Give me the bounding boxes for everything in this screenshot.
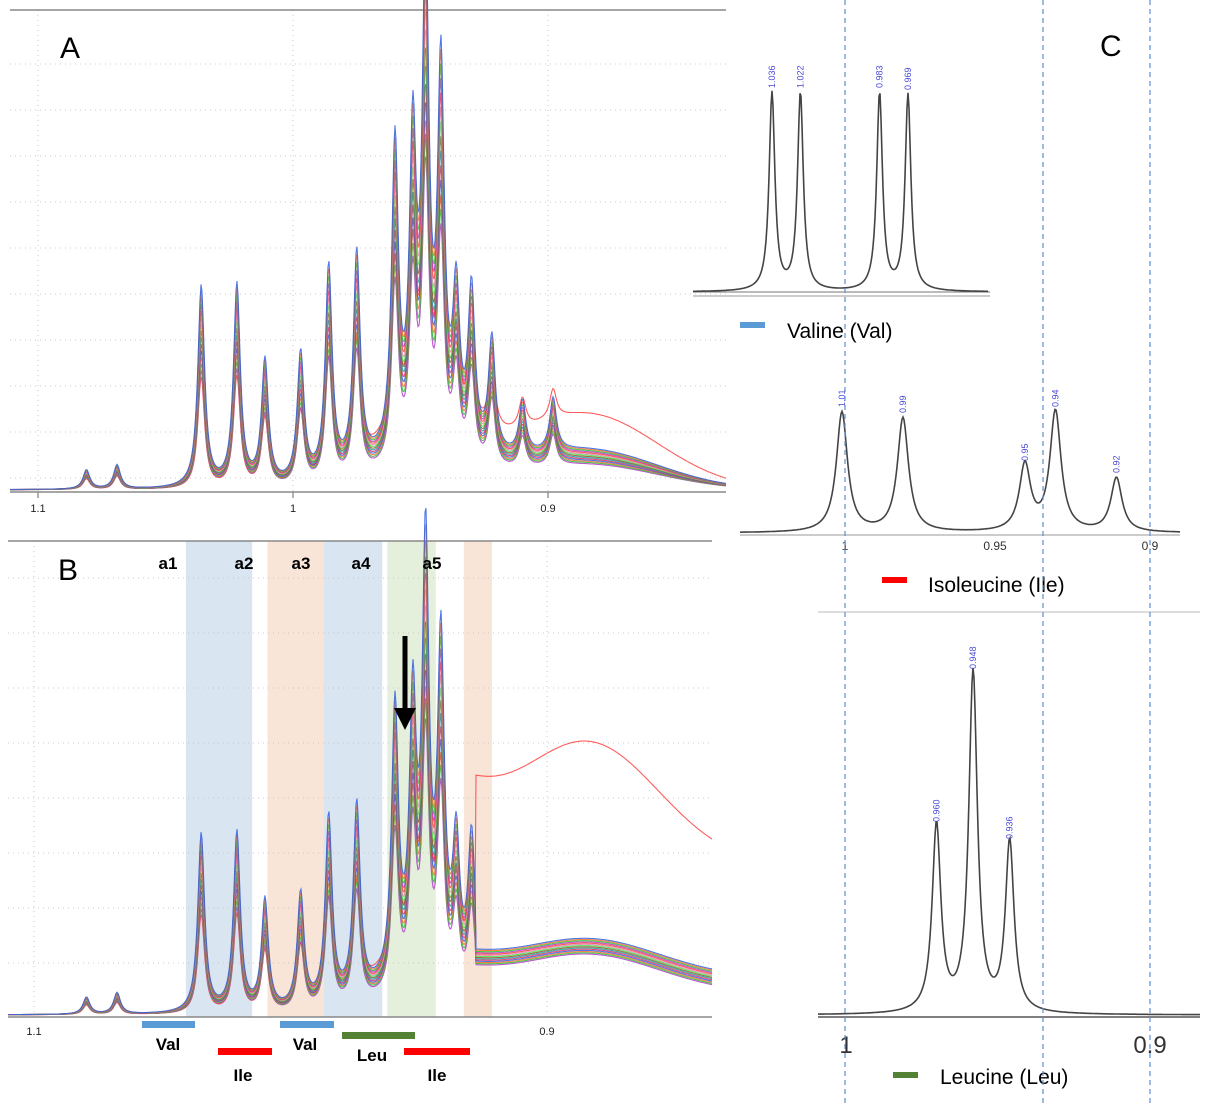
panel-a-spectra xyxy=(10,0,727,491)
assign-bar-leu xyxy=(342,1032,415,1039)
panel-a-tick-1: 1 xyxy=(290,503,296,515)
leucine-legend-label: Leucine (Leu) xyxy=(940,1066,1068,1089)
panel-c-letter: C xyxy=(1100,30,1122,63)
annotation-arrow xyxy=(394,636,416,730)
isoleucine-tick-0-9: 0.9 xyxy=(1142,539,1159,553)
isoleucine-tick-0-95: 0.95 xyxy=(983,539,1007,553)
panel-a-series-15 xyxy=(10,0,727,490)
panel-b-spectra xyxy=(8,507,713,1016)
assign-label-leu: Leu xyxy=(357,1046,387,1065)
panel-a-grid xyxy=(10,10,726,498)
isoleucine-peak-label: 0.92 xyxy=(1111,455,1121,473)
leucine-trace xyxy=(818,668,1200,1016)
assign-bar-val-1 xyxy=(142,1021,195,1028)
isoleucine-peak-label: 0.95 xyxy=(1020,443,1030,461)
region-label-a1: a1 xyxy=(159,554,178,573)
panel-a-letter: A xyxy=(60,32,80,65)
region-a2 xyxy=(267,541,324,1017)
panel-a-tick-1-1: 1.1 xyxy=(30,503,45,515)
isoleucine-trace xyxy=(740,408,1180,533)
valine-legend-label: Valine (Val) xyxy=(787,320,892,343)
leucine-peak-label: 0.936 xyxy=(1005,816,1015,839)
panel-c: C 1.036 1.022 0.983 0.969 Valine (Val) 1.01… xyxy=(693,0,1200,1104)
leucine-peak-label: 0.948 xyxy=(968,646,978,669)
leucine-tick-1: 1 xyxy=(839,1032,852,1059)
leucine-reference-spectrum: 0.960 0.948 0.936 xyxy=(818,646,1200,1018)
valine-trace xyxy=(693,90,988,293)
leucine-peak-label: 0.960 xyxy=(932,799,942,822)
valine-peak-label: 0.969 xyxy=(903,67,913,90)
valine-peak-label: 1.036 xyxy=(767,65,777,88)
isoleucine-legend-label: Isoleucine (Ile) xyxy=(928,574,1065,597)
assign-label-ile-2: Ile xyxy=(428,1066,447,1085)
region-label-a5: a5 xyxy=(423,554,442,573)
region-label-a2: a2 xyxy=(235,554,254,573)
isoleucine-peak-label: 1.01 xyxy=(837,389,847,407)
panel-a-plot-area xyxy=(10,10,726,492)
isoleucine-legend-swatch xyxy=(882,577,907,583)
assign-label-ile-1: Ile xyxy=(234,1066,253,1085)
region-a5 xyxy=(463,541,492,1017)
valine-peak-label: 0.983 xyxy=(875,65,885,88)
leucine-legend-swatch xyxy=(893,1072,918,1078)
panel-b-tick-0-9: 0.9 xyxy=(539,1026,554,1038)
region-label-a3: a3 xyxy=(292,554,311,573)
panel-b-letter: B xyxy=(58,554,78,587)
assign-bar-val-2 xyxy=(280,1021,334,1028)
valine-legend-swatch xyxy=(740,322,765,328)
assign-bar-ile-1 xyxy=(218,1048,272,1055)
isoleucine-peak-label: 0.99 xyxy=(898,395,908,413)
isoleucine-tick-1: 1 xyxy=(842,539,849,553)
valine-peak-label: 1.022 xyxy=(795,65,805,88)
assign-label-val-1: Val xyxy=(156,1035,181,1054)
panel-a: A 1.1 1 0.9 xyxy=(10,0,727,515)
isoleucine-reference-spectrum: 1.01 0.99 0.95 0.94 0.92 xyxy=(740,389,1180,536)
panel-a-tick-0-9: 0.9 xyxy=(540,503,555,515)
valine-reference-spectrum: 1.036 1.022 0.983 0.969 xyxy=(693,65,990,297)
panel-b: B 1.1 0.9 a1 a2 a3 a4 a5 Val Ile Val Leu… xyxy=(8,507,713,1085)
region-label-a4: a4 xyxy=(352,554,371,573)
isoleucine-peak-label: 0.94 xyxy=(1050,389,1060,407)
assign-label-val-2: Val xyxy=(293,1035,318,1054)
panel-b-series-15 xyxy=(8,507,713,1016)
panel-b-tick-1-1: 1.1 xyxy=(26,1026,41,1038)
assign-bar-ile-2 xyxy=(404,1048,470,1055)
